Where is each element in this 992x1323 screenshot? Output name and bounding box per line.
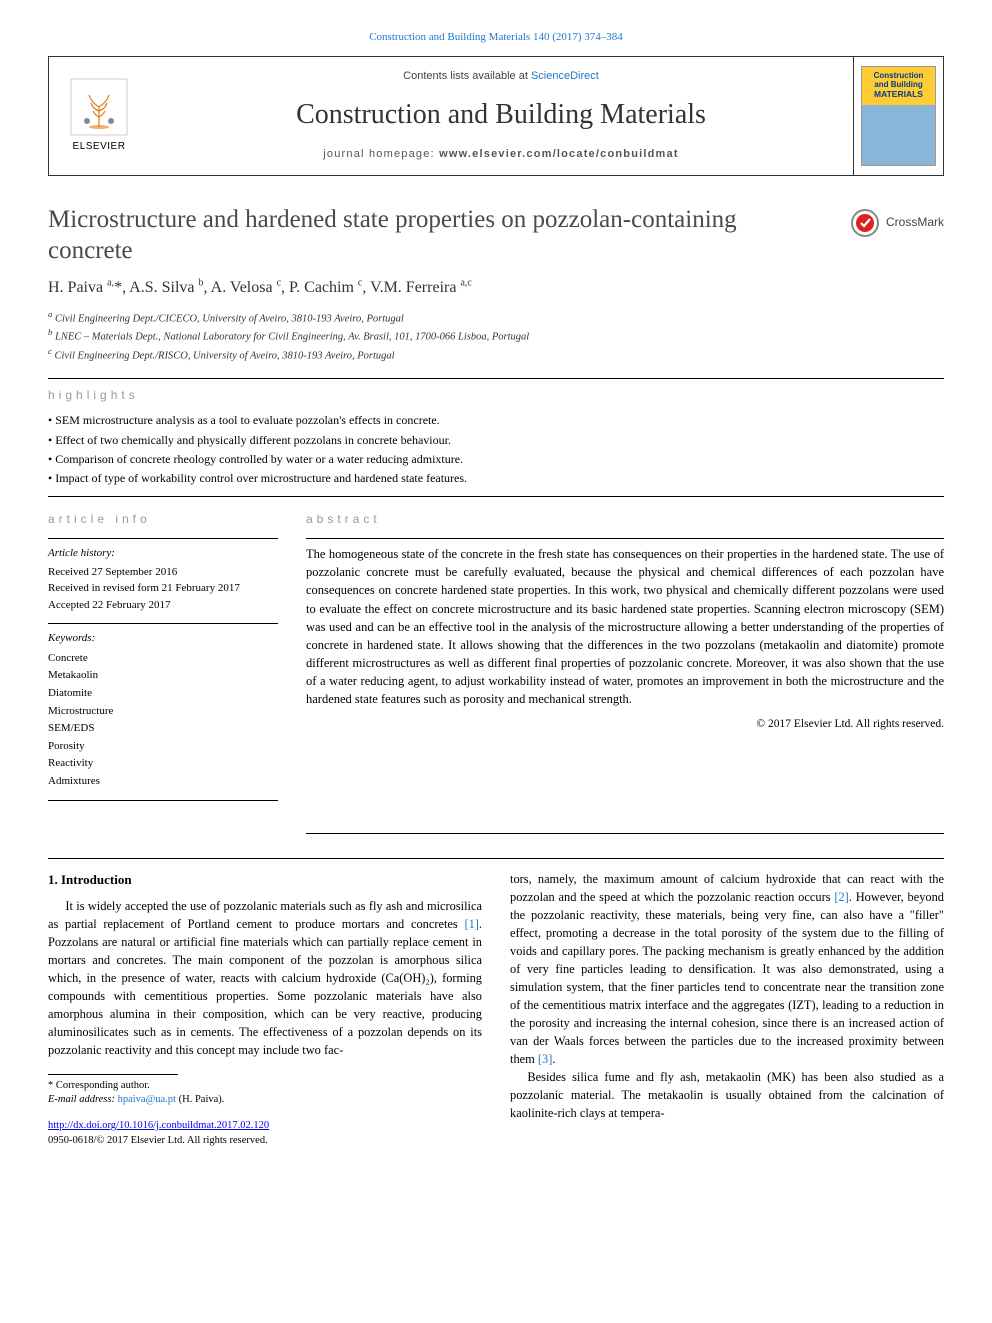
highlights-label: highlights (48, 387, 944, 404)
citation-ref[interactable]: [3] (538, 1052, 552, 1066)
history-line: Received 27 September 2016 (48, 564, 278, 581)
affiliations: a Civil Engineering Dept./CICECO, Univer… (48, 308, 944, 364)
sciencedirect-link[interactable]: ScienceDirect (531, 70, 599, 82)
article-body: 1. Introduction It is widely accepted th… (48, 871, 944, 1149)
divider (48, 496, 944, 497)
homepage-label: journal homepage: (323, 148, 439, 160)
keywords-label: Keywords: (48, 630, 278, 648)
crossmark-icon (850, 208, 880, 238)
corresponding-author-footnote: * Corresponding author. E-mail address: … (48, 1079, 482, 1108)
abstract-text: The homogeneous state of the concrete in… (306, 545, 944, 708)
abstract-label: abstract (306, 511, 944, 528)
elsevier-logo: ELSEVIER (49, 57, 149, 175)
banner-center: Contents lists available at ScienceDirec… (149, 57, 853, 175)
highlights-list: SEM microstructure analysis as a tool to… (48, 412, 944, 488)
keyword-item: Admixtures (48, 773, 278, 791)
author-email-link[interactable]: hpaiva@ua.pt (118, 1094, 176, 1105)
divider (306, 833, 944, 834)
citation-header: Construction and Building Materials 140 … (48, 30, 944, 46)
intro-heading: 1. Introduction (48, 871, 482, 890)
contents-available-line: Contents lists available at ScienceDirec… (403, 69, 599, 85)
keyword-item: Porosity (48, 738, 278, 756)
abstract-copyright: © 2017 Elsevier Ltd. All rights reserved… (306, 716, 944, 733)
highlight-item: SEM microstructure analysis as a tool to… (48, 412, 944, 429)
divider (48, 378, 944, 379)
journal-title: Construction and Building Materials (296, 95, 706, 136)
highlight-item: Impact of type of workability control ov… (48, 470, 944, 487)
issn-copyright: 0950-0618/© 2017 Elsevier Ltd. All right… (48, 1135, 268, 1146)
keyword-item: Concrete (48, 650, 278, 668)
homepage-url[interactable]: www.elsevier.com/locate/conbuildmat (439, 148, 679, 160)
divider (48, 800, 278, 801)
email-label: E-mail address: (48, 1094, 118, 1105)
keyword-item: Diatomite (48, 685, 278, 703)
body-divider (48, 858, 944, 859)
divider (48, 623, 278, 624)
contents-prefix: Contents lists available at (403, 70, 531, 82)
keyword-item: SEM/EDS (48, 720, 278, 738)
keyword-item: Microstructure (48, 703, 278, 721)
crossmark-badge[interactable]: CrossMark (850, 208, 944, 238)
journal-banner: ELSEVIER Contents lists available at Sci… (48, 56, 944, 176)
footnote-separator (48, 1074, 178, 1075)
history-line: Accepted 22 February 2017 (48, 597, 278, 614)
email-owner: (H. Paiva). (176, 1094, 224, 1105)
citation-ref[interactable]: [2] (834, 890, 848, 904)
affiliation-line: c Civil Engineering Dept./RISCO, Univers… (48, 345, 944, 364)
journal-homepage-line: journal homepage: www.elsevier.com/locat… (323, 147, 678, 163)
authors-line: H. Paiva a,*, A.S. Silva b, A. Velosa c,… (48, 276, 944, 299)
divider (48, 538, 278, 539)
intro-paragraph-1: It is widely accepted the use of pozzola… (48, 898, 482, 1060)
elsevier-label: ELSEVIER (73, 140, 126, 155)
article-title: Microstructure and hardened state proper… (48, 204, 944, 267)
keyword-item: Metakaolin (48, 667, 278, 685)
crossmark-label: CrossMark (886, 215, 944, 230)
affiliation-line: b LNEC – Materials Dept., National Labor… (48, 326, 944, 345)
highlight-item: Comparison of concrete rheology controll… (48, 451, 944, 468)
article-history: Article history: Received 27 September 2… (48, 545, 278, 613)
cover-title: Construction and Building MATERIALS (862, 67, 935, 105)
corresponding-label: * Corresponding author. (48, 1079, 482, 1094)
doi-block: http://dx.doi.org/10.1016/j.conbuildmat.… (48, 1118, 482, 1148)
affiliation-line: a Civil Engineering Dept./CICECO, Univer… (48, 308, 944, 327)
intro-paragraph-2: tors, namely, the maximum amount of calc… (510, 871, 944, 1069)
journal-cover-thumbnail: Construction and Building MATERIALS (853, 57, 943, 175)
cover-image-area (862, 105, 935, 165)
history-line: Received in revised form 21 February 201… (48, 580, 278, 597)
elsevier-tree-icon (69, 77, 129, 137)
doi-link[interactable]: http://dx.doi.org/10.1016/j.conbuildmat.… (48, 1120, 269, 1131)
highlight-item: Effect of two chemically and physically … (48, 432, 944, 449)
article-history-label: Article history: (48, 545, 278, 562)
citation-ref[interactable]: [1] (464, 917, 478, 931)
divider (306, 538, 944, 539)
keyword-item: Reactivity (48, 755, 278, 773)
article-info-label: article info (48, 511, 278, 528)
intro-paragraph-3: Besides silica fume and fly ash, metakao… (510, 1069, 944, 1123)
keywords-block: Keywords: ConcreteMetakaolinDiatomiteMic… (48, 630, 278, 790)
